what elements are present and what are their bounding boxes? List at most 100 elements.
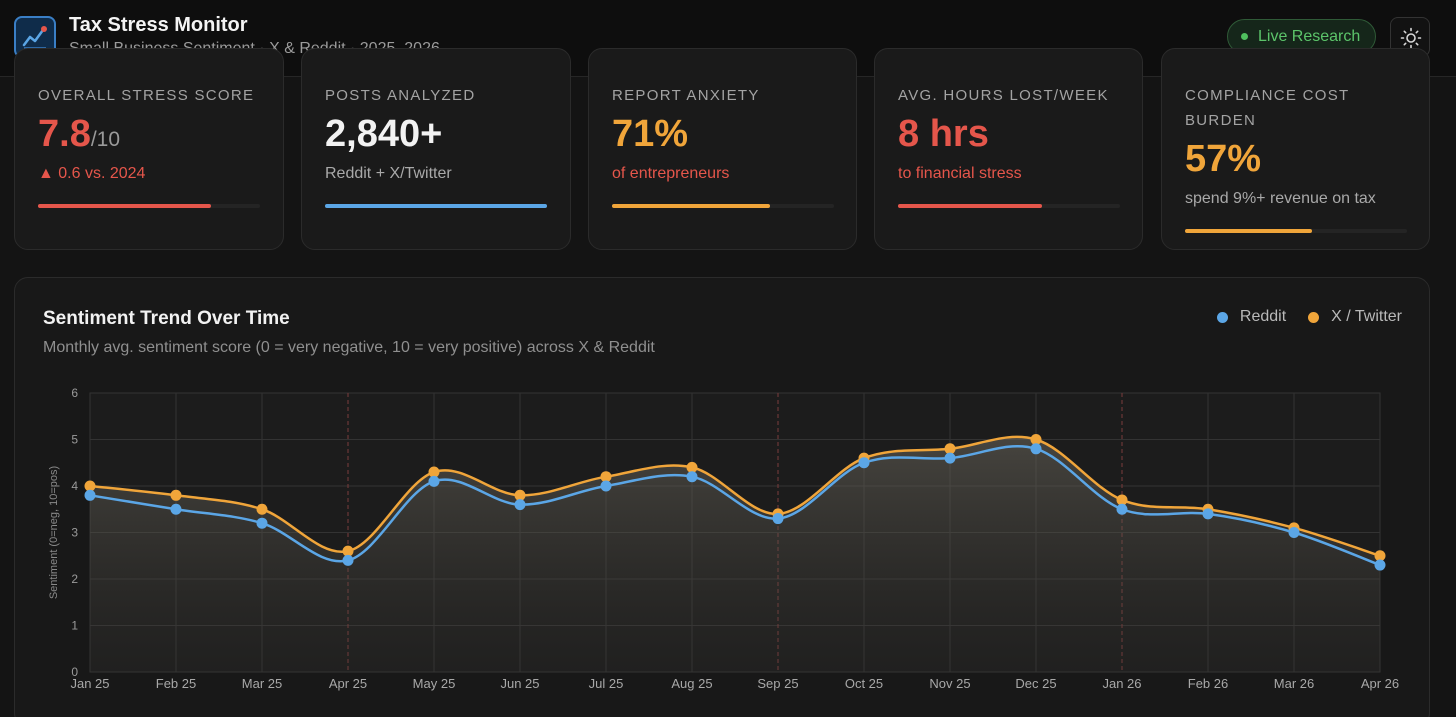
data-point-x-twitter bbox=[256, 503, 268, 515]
data-point-reddit bbox=[686, 471, 698, 483]
y-tick-label: 3 bbox=[71, 526, 78, 540]
data-point-x-twitter bbox=[600, 471, 612, 483]
data-point-reddit bbox=[1030, 443, 1042, 455]
kpi-card-posts-analyzed: Posts Analyzed 2,840+ Reddit + X/Twitter bbox=[301, 48, 571, 250]
data-point-reddit bbox=[1116, 503, 1128, 515]
kpi-value-number: 71% bbox=[612, 113, 689, 155]
kpi-label: Compliance Cost Burden bbox=[1185, 87, 1350, 129]
data-point-reddit bbox=[944, 452, 956, 464]
data-point-reddit bbox=[514, 499, 526, 511]
kpi-note: Reddit + X/Twitter bbox=[325, 165, 452, 182]
data-point-x-twitter bbox=[84, 480, 96, 492]
x-tick-label: Nov 25 bbox=[929, 676, 970, 691]
data-point-x-twitter bbox=[514, 489, 526, 501]
y-tick-label: 4 bbox=[71, 479, 78, 493]
kpi-card-report-anxiety: Report Anxiety 71% of entrepreneurs bbox=[588, 48, 857, 250]
x-tick-label: Aug 25 bbox=[671, 676, 712, 691]
kpi-progress-track bbox=[612, 204, 834, 208]
kpi-value: 2,840+ bbox=[325, 113, 442, 156]
data-point-x-twitter bbox=[170, 489, 182, 501]
chart-subtitle: Monthly avg. sentiment score (0 = very n… bbox=[43, 339, 655, 356]
legend-label-x-twitter: X / Twitter bbox=[1331, 308, 1402, 325]
sun-icon bbox=[1400, 27, 1422, 49]
legend-dot-x-twitter bbox=[1308, 311, 1320, 323]
series-line-reddit bbox=[89, 445, 1381, 567]
kpi-label: Avg. Hours Lost/Week bbox=[898, 87, 1109, 104]
legend-dot-reddit bbox=[1216, 311, 1228, 323]
x-tick-label: Oct 25 bbox=[845, 676, 883, 691]
kpi-label: Report Anxiety bbox=[612, 87, 760, 104]
y-tick-label: 5 bbox=[71, 433, 78, 447]
live-status-dot bbox=[1241, 33, 1248, 40]
y-tick-label: 0 bbox=[71, 665, 78, 679]
y-tick-label: 1 bbox=[71, 619, 78, 633]
x-tick-label: Mar 26 bbox=[1274, 676, 1314, 691]
kpi-value-number: 7.8 bbox=[38, 113, 91, 155]
data-point-reddit bbox=[1202, 508, 1214, 520]
series-line-x-twitter bbox=[89, 435, 1381, 557]
kpi-progress-fill bbox=[898, 204, 1043, 208]
kpi-progress-track bbox=[898, 204, 1120, 208]
data-point-reddit bbox=[772, 513, 784, 525]
kpi-note: spend 9%+ revenue on tax bbox=[1185, 190, 1376, 207]
y-tick-label: 2 bbox=[71, 572, 78, 586]
kpi-note: ▲ 0.6 vs. 2024 bbox=[38, 165, 146, 182]
legend-label-reddit: Reddit bbox=[1239, 308, 1287, 325]
data-point-x-twitter bbox=[944, 443, 956, 455]
data-point-reddit bbox=[342, 554, 354, 566]
kpi-progress-fill bbox=[1185, 229, 1312, 233]
kpi-label: Overall Stress Score bbox=[38, 87, 255, 104]
kpi-note: to financial stress bbox=[898, 165, 1022, 182]
x-tick-label: Jan 26 bbox=[1102, 676, 1141, 691]
kpi-progress-fill bbox=[325, 204, 547, 208]
data-point-reddit bbox=[428, 475, 440, 487]
x-tick-label: Apr 26 bbox=[1361, 676, 1399, 691]
chart-title: Sentiment Trend Over Time bbox=[43, 308, 290, 329]
kpi-card-hours-lost: Avg. Hours Lost/Week 8 hrs to financial … bbox=[874, 48, 1143, 250]
x-tick-label: Jan 25 bbox=[70, 676, 109, 691]
data-point-reddit bbox=[84, 489, 96, 501]
data-point-reddit bbox=[170, 503, 182, 515]
data-point-x-twitter bbox=[428, 466, 440, 478]
data-point-x-twitter bbox=[1374, 550, 1386, 562]
x-tick-label: Jun 25 bbox=[500, 676, 539, 691]
kpi-value: 71% bbox=[612, 113, 688, 156]
x-tick-label: Dec 25 bbox=[1015, 676, 1056, 691]
x-tick-label: Feb 26 bbox=[1188, 676, 1228, 691]
data-point-reddit bbox=[1288, 527, 1300, 538]
y-axis-label: Sentiment (0=neg, 10=pos) bbox=[48, 466, 60, 599]
kpi-card-stress-score: Overall Stress Score 7.8/10 ▲ 0.6 vs. 20… bbox=[14, 48, 284, 250]
x-tick-label: Sep 25 bbox=[757, 676, 798, 691]
x-tick-label: Apr 25 bbox=[329, 676, 367, 691]
kpi-value: 57% bbox=[1185, 138, 1261, 181]
kpi-value: 7.8/10 bbox=[38, 113, 120, 156]
data-point-x-twitter bbox=[686, 461, 698, 473]
x-tick-label: May 25 bbox=[413, 676, 456, 691]
sentiment-chart-panel: Sentiment Trend Over Time Monthly avg. s… bbox=[14, 277, 1430, 717]
data-point-reddit bbox=[1374, 559, 1386, 571]
sentiment-line-chart: 0 1 2 3 4 5 6 Jan 25 Feb 25 Mar 25 Apr 25 May 25 Jun… bbox=[48, 386, 1399, 691]
kpi-progress-track bbox=[38, 204, 260, 208]
kpi-progress-fill bbox=[38, 204, 212, 208]
kpi-label: Posts Analyzed bbox=[325, 87, 476, 104]
app-title: Tax Stress Monitor bbox=[69, 14, 248, 36]
legend-item-x-twitter[interactable]: X / Twitter bbox=[1308, 308, 1402, 326]
kpi-value: 8 hrs bbox=[898, 113, 989, 156]
x-tick-label: Mar 25 bbox=[242, 676, 282, 691]
chart-legend: Reddit X / Twitter bbox=[1216, 308, 1402, 326]
data-point-reddit bbox=[256, 517, 268, 529]
kpi-value-unit: /10 bbox=[90, 128, 121, 151]
kpi-progress-fill bbox=[612, 204, 770, 208]
live-badge-label: Live Research bbox=[1258, 27, 1361, 45]
kpi-note: of entrepreneurs bbox=[612, 165, 730, 182]
x-tick-label: Jul 25 bbox=[589, 676, 624, 691]
kpi-value-number: 2,840+ bbox=[325, 113, 443, 155]
kpi-value-number: 8 hrs bbox=[898, 113, 989, 155]
y-tick-label: 6 bbox=[71, 386, 78, 400]
data-point-x-twitter bbox=[342, 545, 354, 557]
legend-item-reddit[interactable]: Reddit bbox=[1216, 308, 1287, 326]
kpi-progress-track bbox=[1185, 229, 1407, 233]
data-point-reddit bbox=[858, 457, 870, 469]
data-point-reddit bbox=[600, 480, 612, 492]
kpi-value-number: 57% bbox=[1185, 138, 1262, 180]
